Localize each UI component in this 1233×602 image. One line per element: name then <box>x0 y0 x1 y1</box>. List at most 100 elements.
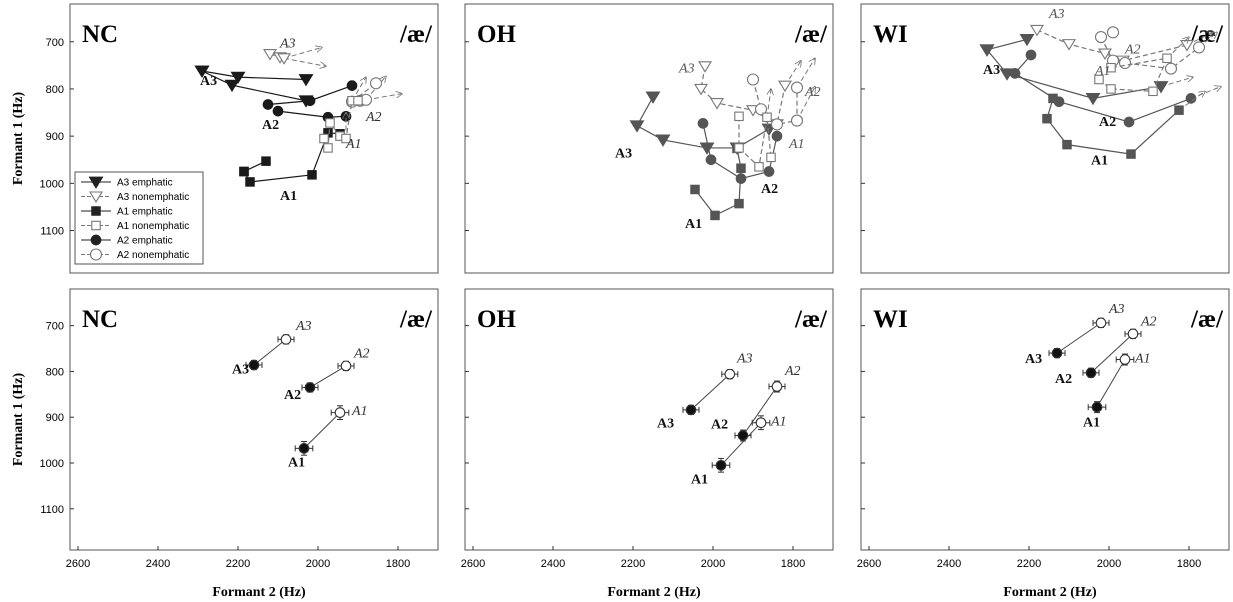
point-circ-emphatic <box>697 118 709 129</box>
point-sq-emphatic <box>710 210 720 221</box>
point-circ-emphatic <box>1185 93 1197 104</box>
point-circ-emphatic <box>1009 68 1021 79</box>
point-circ-emphatic <box>1025 49 1037 61</box>
point-sq-emphatic <box>239 166 249 177</box>
point-tri-nonemphatic <box>277 53 291 65</box>
point-tri-emphatic <box>979 44 995 57</box>
group-label-a2-nonemphatic: A2 <box>1124 43 1141 58</box>
point-sq-emphatic <box>1048 93 1058 104</box>
series-line-a2-nonemphatic <box>1100 36 1200 70</box>
x-tick-label: 2000 <box>701 558 725 570</box>
pair-line-a3 <box>1056 322 1102 354</box>
legend-label: A2 nonemphatic <box>117 250 189 261</box>
point-nonemphatic <box>1095 317 1107 329</box>
legend-label: A2 emphatic <box>117 236 173 247</box>
x-tick-label: 1800 <box>1177 558 1201 570</box>
point-tri-nonemphatic <box>263 48 277 61</box>
point-tri-nonemphatic <box>89 191 103 203</box>
point-sq-emphatic <box>1126 149 1136 159</box>
point-sq-nonemphatic <box>353 95 363 106</box>
point-tri-nonemphatic <box>694 83 708 96</box>
pair-line-a1 <box>303 412 341 449</box>
y-tick-label: 1100 <box>40 226 64 238</box>
panel-nc-top: 700 800 900 1000 1100 Formant 1 (Hz) NC/æ/A3 A2… <box>11 3 439 274</box>
point-sq-nonemphatic <box>1094 74 1104 85</box>
y-tick-label: 1000 <box>40 178 64 190</box>
point-circ-nonemphatic <box>369 77 383 90</box>
legend-label: A3 nonemphatic <box>117 192 189 203</box>
pair-line-a3 <box>690 373 731 411</box>
group-label-a1-emphatic: A1 <box>280 189 297 204</box>
point-circ-nonemphatic <box>1192 41 1206 54</box>
panel-wi-bottom: 2600 2400 2200 2000 1800 Formant 2 (Hz) WI/æ/A… <box>857 288 1230 600</box>
point-emphatic <box>1085 367 1097 379</box>
panel-title: OH <box>477 306 516 333</box>
panel-vowel: /æ/ <box>399 21 433 48</box>
point-tri-emphatic <box>194 65 210 78</box>
point-circ-emphatic <box>771 130 783 142</box>
point-tri-emphatic <box>230 71 246 85</box>
trajectory-arrow <box>1160 77 1193 88</box>
trajectory-arrow <box>283 47 322 59</box>
point-tri-nonemphatic <box>1030 24 1044 37</box>
point-nonemphatic <box>1127 328 1139 340</box>
x-tick-label: 1800 <box>781 558 805 570</box>
group-label-a2-emphatic: A2 <box>761 182 778 197</box>
point-sq-emphatic <box>734 198 744 209</box>
pair-line-a2 <box>309 365 347 388</box>
y-tick-label: 900 <box>46 412 64 424</box>
panel-frame <box>69 3 439 274</box>
panel-frame <box>464 288 834 551</box>
group-label-a3-nonemphatic: A3 <box>295 319 312 334</box>
point-sq-nonemphatic <box>341 133 351 144</box>
group-label-a1-nonemphatic: A1 <box>351 404 368 419</box>
group-label-a1-emphatic: A1 <box>1083 415 1100 430</box>
trajectory-arrow <box>365 76 386 101</box>
group-label-a2-nonemphatic: A2 <box>804 85 821 100</box>
point-circ-nonemphatic <box>754 103 768 116</box>
point-circ-nonemphatic <box>1164 62 1178 75</box>
panel-title: NC <box>82 306 118 333</box>
point-sq-emphatic <box>1042 113 1052 124</box>
point-circ-nonemphatic <box>790 114 804 127</box>
group-label-a3-nonemphatic: A3 <box>678 61 695 76</box>
point-circ-emphatic <box>262 99 274 110</box>
group-label-a3-emphatic: A3 <box>615 146 632 161</box>
panel-vowel: /æ/ <box>794 21 828 48</box>
x-tick-label: 2200 <box>1017 558 1041 570</box>
panel-vowel: /æ/ <box>399 306 433 333</box>
point-emphatic <box>248 359 260 371</box>
point-nonemphatic <box>1119 354 1131 365</box>
point-sq-nonemphatic <box>1148 86 1158 97</box>
point-emphatic <box>304 382 316 393</box>
point-tri-emphatic <box>629 120 645 133</box>
pair-line-a3 <box>253 338 287 366</box>
point-circ-nonemphatic <box>1118 56 1132 70</box>
group-label-a3-emphatic: A3 <box>200 74 217 89</box>
trajectory-arrow <box>283 57 326 66</box>
point-circ-nonemphatic <box>89 248 103 261</box>
point-tri-emphatic <box>655 134 671 147</box>
group-label-a3-emphatic: A3 <box>232 363 249 378</box>
group-label-a3-nonemphatic: A3 <box>279 36 296 51</box>
trajectory-arrow <box>1178 91 1205 111</box>
group-label-a1-nonemphatic: A1 <box>1094 64 1111 79</box>
x-tick-label: 2200 <box>621 558 645 570</box>
panel-vowel: /æ/ <box>1190 306 1224 333</box>
group-label-a1-nonemphatic: A1 <box>770 414 787 429</box>
point-emphatic <box>685 404 697 416</box>
x-tick-label: 2400 <box>146 558 170 570</box>
point-tri-emphatic <box>1019 33 1035 47</box>
x-tick-label: 2200 <box>226 558 250 570</box>
series-line-a1-emphatic <box>694 148 742 217</box>
legend: A3 emphatic A3 nonemphatic A1 emphatic A1 n… <box>74 171 204 265</box>
group-label-a2-nonemphatic: A2 <box>365 110 382 125</box>
panel-oh-top: OH/æ/A3 A2 A1 A3 A2 A1 <box>464 3 834 274</box>
legend-label: A3 emphatic <box>117 178 173 189</box>
point-circ-emphatic <box>1123 116 1135 128</box>
point-circ-emphatic <box>763 166 775 177</box>
point-nonemphatic <box>724 368 736 380</box>
trajectory-arrow <box>1166 37 1189 59</box>
pair-line-a1 <box>720 422 762 466</box>
